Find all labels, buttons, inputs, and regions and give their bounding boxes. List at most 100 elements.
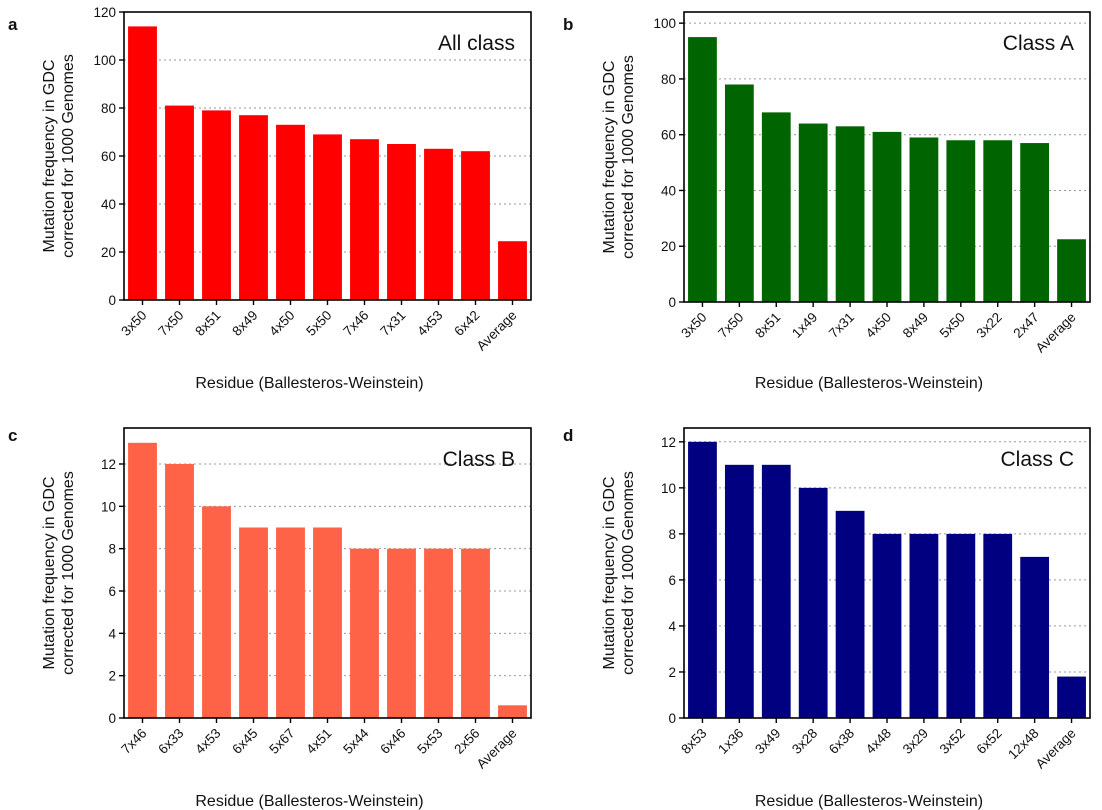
y-tick-label: 12 [101, 457, 116, 472]
x-tick-label: 6x33 [155, 726, 186, 757]
panel-b: 0 20 40 60 80 100 3x50 7x50 8x51 1x49 7x31 4x50 8x49… [563, 11, 1091, 392]
y-tick-label: 0 [668, 295, 676, 310]
x-tick-label: 6x38 [826, 726, 857, 757]
y-tick-label: 4 [668, 619, 676, 634]
x-tick-label: 4x48 [863, 726, 894, 757]
bar-12x48 [1020, 556, 1050, 718]
bar-Average [1057, 239, 1086, 302]
bar-Average [498, 705, 527, 718]
y-tick-label: 60 [101, 149, 116, 164]
bar-4x50 [276, 124, 305, 300]
y-tick-label: 60 [661, 128, 676, 143]
x-tick-label: 5x67 [266, 726, 297, 757]
bar-4x53 [202, 506, 231, 718]
bar-8x51 [202, 110, 231, 301]
x-tick-label: 7x50 [155, 308, 186, 339]
bar-3x22 [983, 140, 1013, 302]
x-axis-title: Residue (Ballesteros-Weinstein) [195, 793, 423, 810]
bar-2x47 [1020, 143, 1050, 302]
bar-6x38 [835, 510, 865, 718]
bar-7x50 [165, 105, 194, 300]
y-tick-label: 4 [108, 626, 116, 641]
x-tick-label: 5x50 [303, 308, 334, 339]
bar-5x50 [946, 140, 976, 302]
x-tick-label: 1x36 [715, 726, 746, 757]
x-tick-label: 8x49 [900, 310, 931, 341]
bar-4x50 [872, 131, 902, 302]
y-axis-title-line1: Mutation frequency in GDC [601, 477, 618, 670]
y-tick-label: 8 [108, 542, 116, 557]
bar-4x51 [313, 527, 342, 718]
bar-Average [498, 241, 527, 300]
x-axis-title: Residue (Ballesteros-Weinstein) [195, 375, 423, 392]
bar-6x46 [387, 548, 416, 718]
x-tick-label: Average [474, 308, 520, 354]
y-tick-label: 2 [108, 669, 116, 684]
x-tick-label: 4x53 [192, 726, 223, 757]
y-axis-title-line1: Mutation frequency in GDC [601, 61, 618, 254]
x-tick-label: Average [1033, 310, 1079, 356]
x-tick-label: 7x31 [377, 308, 408, 339]
y-tick-label: 0 [668, 711, 676, 726]
x-tick-label: 2x56 [451, 726, 482, 757]
bar-6x52 [983, 533, 1013, 718]
x-tick-label: 6x46 [377, 726, 408, 757]
bar-1x36 [724, 464, 754, 718]
y-tick-label: 2 [668, 665, 676, 680]
y-tick-label: 6 [108, 584, 116, 599]
x-tick-label: 3x52 [937, 726, 968, 757]
bar-3x50 [688, 37, 717, 302]
x-tick-label: 4x50 [863, 310, 894, 341]
x-tick-label: 3x50 [678, 310, 709, 341]
x-tick-label: 8x53 [678, 726, 709, 757]
x-tick-label: 8x49 [229, 308, 260, 339]
x-tick-label: 6x52 [974, 726, 1005, 757]
bar-3x50 [128, 26, 157, 301]
x-tick-label: 5x53 [414, 726, 445, 757]
bar-3x28 [798, 487, 828, 718]
x-tick-label: 5x44 [340, 725, 372, 757]
bar-5x50 [313, 134, 342, 300]
y-tick-label: 100 [653, 16, 676, 31]
x-tick-label: 3x50 [118, 308, 149, 339]
y-tick-label: 40 [661, 183, 676, 198]
bar-8x49 [909, 137, 939, 302]
x-tick-label: Average [1033, 726, 1079, 772]
y-axis-title-line2: corrected for 1000 Genomes [60, 471, 77, 675]
panel-letter: d [563, 426, 573, 445]
x-tick-label: 8x51 [752, 310, 783, 341]
x-tick-label: 4x53 [414, 308, 445, 339]
y-tick-label: 100 [93, 53, 116, 68]
bar-5x53 [424, 548, 453, 718]
x-tick-label: 4x50 [266, 308, 297, 339]
bar-4x53 [424, 148, 453, 300]
y-tick-label: 6 [668, 573, 676, 588]
x-tick-label: 7x46 [118, 726, 149, 757]
bar-5x44 [350, 548, 379, 718]
bar-8x53 [688, 441, 717, 718]
bar-3x29 [909, 533, 939, 718]
panel-letter: a [8, 15, 18, 34]
x-tick-label: 3x29 [900, 726, 931, 757]
x-tick-label: 5x50 [937, 310, 968, 341]
bar-7x50 [724, 84, 754, 302]
bar-3x52 [946, 533, 976, 718]
x-tick-label: 1x49 [789, 310, 820, 341]
y-tick-label: 20 [661, 239, 676, 254]
bar-2x56 [461, 548, 490, 718]
bar-6x33 [165, 463, 194, 718]
x-tick-label: 7x50 [715, 310, 746, 341]
x-tick-label: 6x42 [451, 308, 482, 339]
bar-7x31 [835, 126, 865, 302]
panel-letter: c [8, 426, 17, 445]
y-axis-title-line2: corrected for 1000 Genomes [60, 54, 77, 258]
bar-5x67 [276, 527, 305, 718]
bar-7x31 [387, 144, 416, 300]
y-tick-label: 80 [661, 72, 676, 87]
bar-8x51 [761, 112, 791, 302]
x-tick-label: 3x49 [752, 726, 783, 757]
bar-6x45 [239, 527, 268, 718]
x-tick-label: 6x45 [229, 726, 260, 757]
